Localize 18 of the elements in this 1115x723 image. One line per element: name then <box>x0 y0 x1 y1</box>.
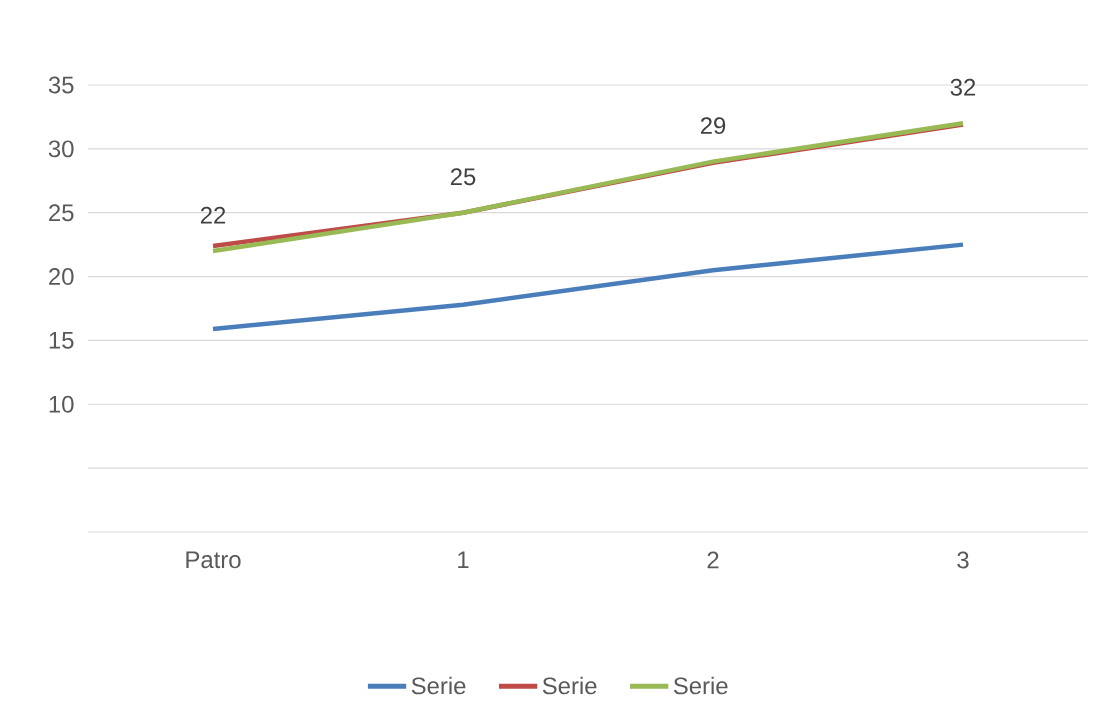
y-tick-label: 10 <box>49 395 74 413</box>
data-label: 29 <box>700 117 726 135</box>
legend-label: Serie <box>411 676 466 695</box>
y-tick-label: 35 <box>48 76 74 94</box>
y-tick-label: 30 <box>48 140 74 158</box>
x-tick-label: Patro <box>186 551 241 569</box>
y-tick-label: 25 <box>49 204 74 222</box>
legend-label: Serie <box>673 676 728 695</box>
data-label: 25 <box>450 168 476 186</box>
y-tick-label: 20 <box>49 268 74 286</box>
legend-label: Serie <box>542 676 597 695</box>
x-tick-label: 2 <box>707 551 719 569</box>
line-series <box>210 242 966 332</box>
x-tick-label: 1 <box>458 551 469 568</box>
data-label: 32 <box>950 78 976 96</box>
y-tick-label: 15 <box>49 332 74 349</box>
x-tick-label: 3 <box>957 551 969 569</box>
data-label: 22 <box>200 206 226 224</box>
